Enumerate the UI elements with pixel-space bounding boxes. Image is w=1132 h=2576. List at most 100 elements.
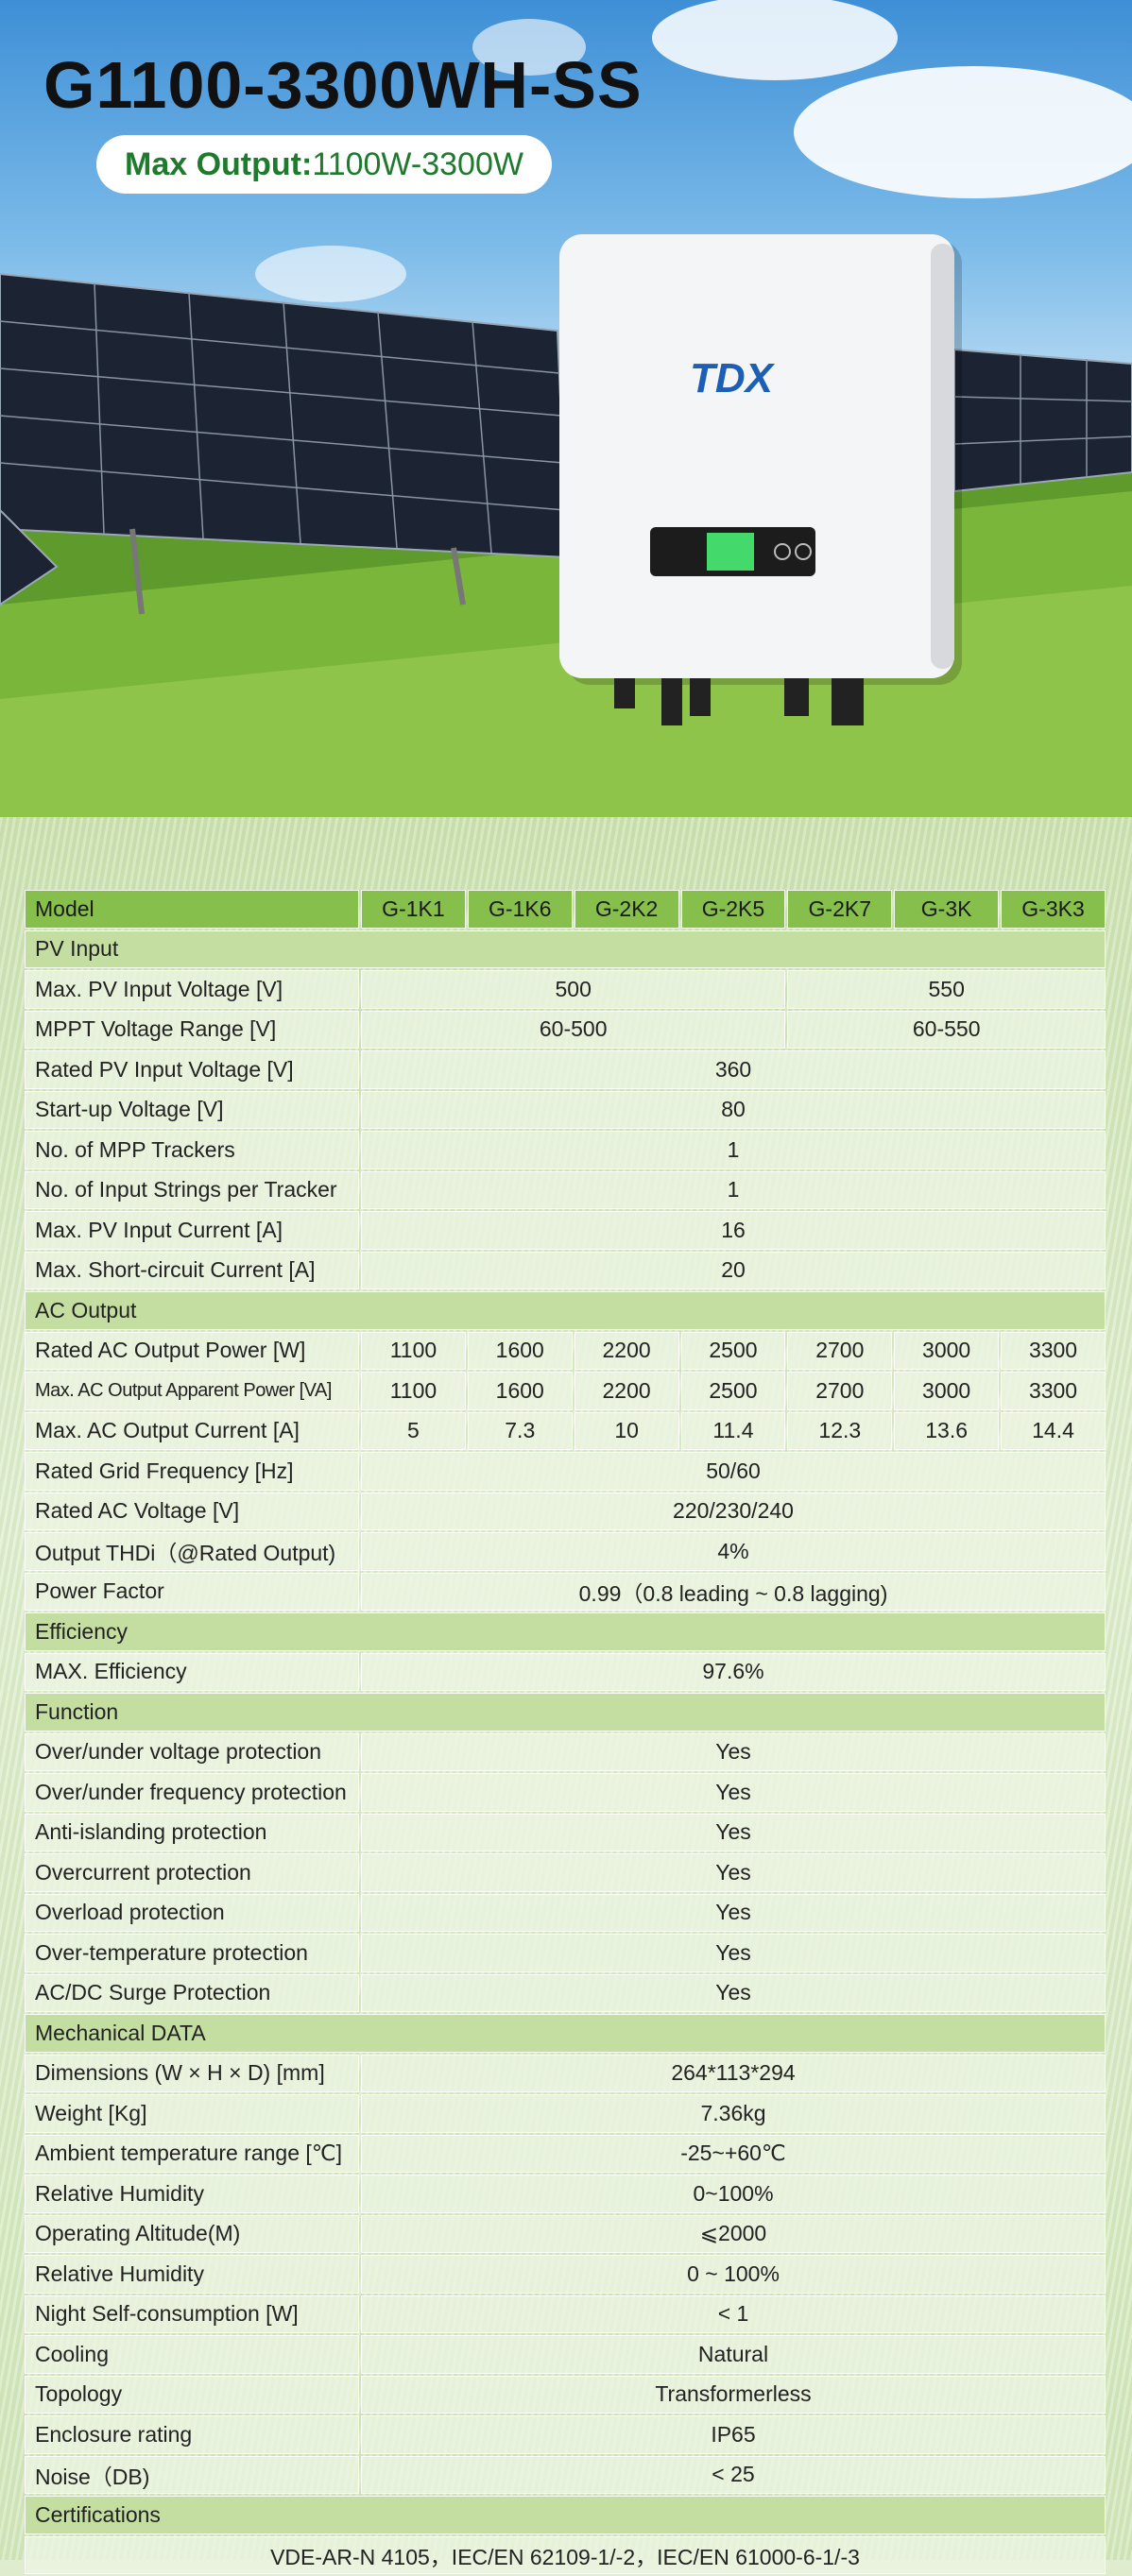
- spec-row: AC/DC Surge Protection Yes: [25, 1973, 1106, 2012]
- spec-value: 14.4: [1001, 1411, 1106, 1450]
- model-name: G-3K3: [1001, 890, 1106, 929]
- spec-label: Max. PV Input Voltage [V]: [25, 970, 359, 1009]
- section-title: Certifications: [25, 2496, 1106, 2534]
- spec-value: 60-550: [787, 1010, 1106, 1049]
- spec-label: Night Self-consumption [W]: [25, 2295, 359, 2333]
- spec-value: 10: [574, 1411, 679, 1450]
- spec-value: 80: [361, 1090, 1106, 1129]
- spec-value: 360: [361, 1050, 1106, 1089]
- section-row: Mechanical DATA: [25, 2014, 1106, 2053]
- spec-value: < 25: [361, 2455, 1106, 2494]
- spec-row: Max. PV Input Voltage [V] 500 550: [25, 970, 1106, 1009]
- spec-value: ⩽2000: [361, 2214, 1106, 2253]
- spec-label: Rated AC Output Power [W]: [25, 1331, 359, 1370]
- spec-label: MPPT Voltage Range [V]: [25, 1010, 359, 1049]
- spec-value: 2500: [680, 1331, 786, 1370]
- spec-row: No. of MPP Trackers 1: [25, 1131, 1106, 1169]
- spec-value: Transformerless: [361, 2375, 1106, 2414]
- spec-row: Power Factor 0.99（0.8 leading ~ 0.8 laggi…: [25, 1572, 1106, 1611]
- spec-value: -25~+60℃: [361, 2134, 1106, 2173]
- spec-value: 3000: [894, 1331, 1000, 1370]
- spec-value: 1600: [467, 1331, 573, 1370]
- spec-label: Over-temperature protection: [25, 1934, 359, 1972]
- spec-value: 1100: [361, 1331, 466, 1370]
- model-name: G-3K: [894, 890, 1000, 929]
- spec-value: 1: [361, 1131, 1106, 1169]
- spec-value: Yes: [361, 1973, 1106, 2012]
- spec-label: Rated Grid Frequency [Hz]: [25, 1452, 359, 1491]
- spec-row: VDE-AR-N 4105，IEC/EN 62109-1/-2，IEC/EN 6…: [25, 2535, 1106, 2574]
- spec-label: Max. AC Output Apparent Power [VA]: [25, 1372, 359, 1410]
- spec-value: 4%: [361, 1532, 1106, 1571]
- spec-row: MPPT Voltage Range [V] 60-500 60-550: [25, 1010, 1106, 1049]
- header-row: Model G-1K1 G-1K6 G-2K2 G-2K5 G-2K7 G-3K G-3K3: [25, 890, 1106, 929]
- spec-label: Overcurrent protection: [25, 1853, 359, 1892]
- spec-value: 2200: [574, 1331, 679, 1370]
- spec-row: Start-up Voltage [V] 80: [25, 1090, 1106, 1129]
- section-row: Certifications: [25, 2496, 1106, 2534]
- spec-row: Rated AC Output Power [W] 1100 1600 2200 250…: [25, 1331, 1106, 1370]
- spec-value: Natural: [361, 2335, 1106, 2374]
- spec-value: 0.99（0.8 leading ~ 0.8 lagging): [361, 1572, 1106, 1611]
- spec-row: Overload protection Yes: [25, 1893, 1106, 1932]
- spec-value: 500: [361, 970, 786, 1009]
- spec-label: Start-up Voltage [V]: [25, 1090, 359, 1129]
- spec-row: Noise（DB) < 25: [25, 2455, 1106, 2494]
- model-name: G-1K6: [467, 890, 573, 929]
- spec-label: Topology: [25, 2375, 359, 2414]
- spec-row: Anti-islanding protection Yes: [25, 1813, 1106, 1851]
- spec-value: Yes: [361, 1813, 1106, 1851]
- section-row: AC Output: [25, 1291, 1106, 1330]
- spec-value: 3000: [894, 1372, 1000, 1410]
- spec-label: Operating Altitude(M): [25, 2214, 359, 2253]
- spec-row: MAX. Efficiency 97.6%: [25, 1652, 1106, 1691]
- spec-label: Noise（DB): [25, 2455, 359, 2494]
- spec-row: Relative Humidity 0 ~ 100%: [25, 2255, 1106, 2294]
- spec-value: 60-500: [361, 1010, 786, 1049]
- hero-scene: TDX: [0, 0, 1132, 817]
- spec-label: No. of Input Strings per Tracker: [25, 1170, 359, 1209]
- spec-label: Cooling: [25, 2335, 359, 2374]
- spec-value: 12.3: [787, 1411, 893, 1450]
- section-title: Mechanical DATA: [25, 2014, 1106, 2053]
- section-title: PV Input: [25, 930, 1106, 968]
- spec-row: Cooling Natural: [25, 2335, 1106, 2374]
- spec-row: Enclosure rating IP65: [25, 2415, 1106, 2454]
- spec-label: Ambient temperature range [℃]: [25, 2134, 359, 2173]
- spec-label: Enclosure rating: [25, 2415, 359, 2454]
- spec-row: Max. Short-circuit Current [A] 20: [25, 1251, 1106, 1289]
- spec-row: Operating Altitude(M) ⩽2000: [25, 2214, 1106, 2253]
- model-name: G-2K7: [787, 890, 893, 929]
- spec-label: Weight [Kg]: [25, 2094, 359, 2133]
- spec-row: Over-temperature protection Yes: [25, 1934, 1106, 1972]
- spec-value: 264*113*294: [361, 2054, 1106, 2092]
- badge-label: Max Output:: [125, 146, 313, 182]
- spec-label: Output THDi（@Rated Output): [25, 1532, 359, 1571]
- spec-row: Topology Transformerless: [25, 2375, 1106, 2414]
- spec-label: Max. Short-circuit Current [A]: [25, 1251, 359, 1289]
- spec-label: AC/DC Surge Protection: [25, 1973, 359, 2012]
- spec-label: No. of MPP Trackers: [25, 1131, 359, 1169]
- spec-value: VDE-AR-N 4105，IEC/EN 62109-1/-2，IEC/EN 6…: [25, 2535, 1106, 2574]
- spec-row: Rated Grid Frequency [Hz] 50/60: [25, 1452, 1106, 1491]
- spec-value: Yes: [361, 1934, 1106, 1972]
- logo: TDX: [690, 355, 776, 401]
- section-title: Efficiency: [25, 1612, 1106, 1651]
- spec-label: MAX. Efficiency: [25, 1652, 359, 1691]
- spec-row: Over/under frequency protection Yes: [25, 1773, 1106, 1812]
- spec-label: Over/under voltage protection: [25, 1732, 359, 1771]
- spec-row: Night Self-consumption [W] < 1: [25, 2295, 1106, 2333]
- model-name: G-2K5: [680, 890, 786, 929]
- spec-value: Yes: [361, 1773, 1106, 1812]
- section-row: Efficiency: [25, 1612, 1106, 1651]
- product-title: G1100-3300WH-SS: [43, 48, 643, 122]
- spec-row: Relative Humidity 0~100%: [25, 2175, 1106, 2213]
- spec-table: Model G-1K1 G-1K6 G-2K2 G-2K5 G-2K7 G-3K G-3K3 P…: [23, 888, 1107, 2576]
- hero-banner: TDX G1100-3300WH-SS Max Output:1100W-330…: [0, 0, 1132, 817]
- model-name: G-2K2: [574, 890, 679, 929]
- spec-value: 550: [787, 970, 1106, 1009]
- spec-row: Rated PV Input Voltage [V] 360: [25, 1050, 1106, 1089]
- output-badge: Max Output:1100W-3300W: [96, 135, 552, 194]
